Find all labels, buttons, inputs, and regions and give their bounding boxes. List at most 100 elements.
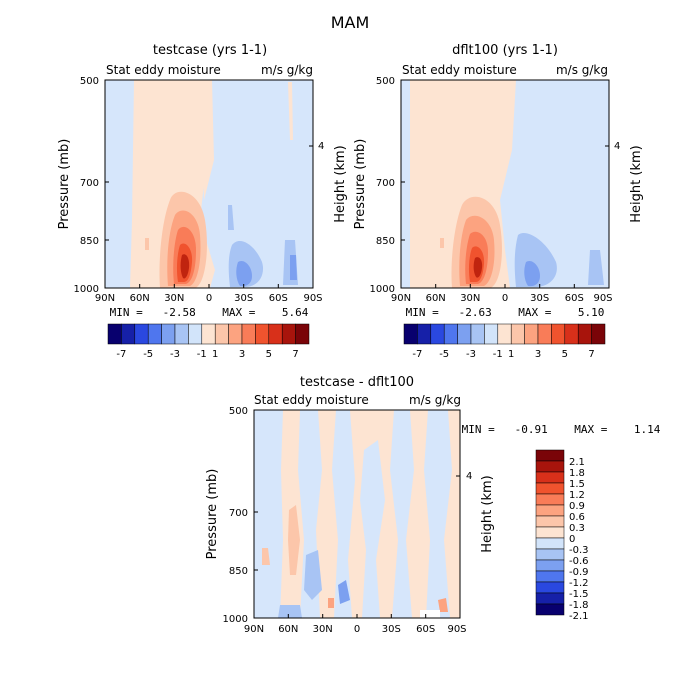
colorbar: 2.1 1.8 1.5 1.2 0.9 0.6 0.3 0 -0.3 -0.6 …	[535, 449, 589, 622]
colorbar-label: -7	[116, 349, 126, 360]
colorbar-label: 0.6	[569, 512, 585, 523]
stats-label: MIN = -2.58 MAX = 5.64	[110, 306, 309, 319]
x-tick-label: 60S	[416, 624, 435, 635]
y-tick-label: 500	[376, 76, 395, 87]
y-axis: 500 700 850 1000 Pressure (mb)	[205, 406, 258, 625]
x-tick-label: 0	[502, 293, 508, 304]
colorbar-swatch	[535, 460, 565, 473]
colorbar-swatch	[161, 323, 176, 345]
contour-field	[253, 409, 461, 619]
field-neg-1	[304, 550, 322, 600]
panel-dflt100: dflt100 (yrs 1-1) Stat eddy moisture m/s…	[353, 43, 644, 360]
y-tick-label: 1000	[74, 284, 99, 295]
stats-label: MIN = -2.63 MAX = 5.10	[406, 306, 605, 319]
colorbar-swatch	[524, 323, 539, 345]
colorbar-label: -1	[493, 349, 503, 360]
colorbar-swatch	[535, 537, 565, 550]
colorbar-label: -1	[197, 349, 207, 360]
x-tick-label: 30S	[382, 624, 401, 635]
x-axis: 90N 60N 30N 0 30S 60S 90S	[95, 284, 323, 304]
y-tick-label: 700	[80, 178, 99, 189]
colorbar-label: -3	[466, 349, 476, 360]
field-neg-band-5	[390, 410, 414, 618]
y-tick-label: 1000	[223, 614, 248, 625]
y2-axis-label: Height (km)	[333, 145, 348, 222]
x-tick-label: 60N	[130, 293, 150, 304]
panel-title: testcase (yrs 1-1)	[153, 43, 267, 58]
x-tick-label: 30S	[530, 293, 549, 304]
panel-right-label: m/s g/kg	[409, 393, 461, 407]
y2-axis: 4 Height (km)	[309, 141, 348, 223]
x-tick-label: 30N	[164, 293, 184, 304]
panel-left-label: Stat eddy moisture	[254, 393, 369, 407]
field-neg-band-6	[424, 410, 452, 618]
colorbar-swatch	[535, 515, 565, 528]
colorbar-label: 1	[212, 349, 218, 360]
y-tick-label: 500	[229, 406, 248, 417]
colorbar-swatch	[535, 482, 565, 495]
colorbar-swatch	[551, 323, 566, 345]
colorbar-swatch	[535, 493, 565, 506]
field-neg-1	[228, 205, 234, 230]
y-axis: 500 700 850 1000 Pressure (mb)	[353, 76, 405, 295]
colorbar-label: 1	[508, 349, 514, 360]
stats-label: MIN = -0.91 MAX = 1.14	[462, 423, 661, 436]
field-blob	[145, 238, 149, 250]
field-max	[473, 257, 483, 278]
field-neg-5	[290, 255, 297, 280]
field-neg-band-3	[332, 410, 355, 618]
colorbar-swatch	[228, 323, 243, 345]
y-tick-label: 1000	[370, 284, 395, 295]
colorbar-label: -3	[170, 349, 180, 360]
field-band-positive-small	[288, 82, 293, 140]
panel-difference: testcase - dflt100 Stat eddy moisture m/…	[205, 375, 661, 635]
colorbar-swatch	[535, 471, 565, 484]
y2-axis-label: Height (km)	[480, 475, 495, 552]
colorbar-swatch	[470, 323, 485, 345]
colorbar-swatch	[281, 323, 296, 345]
colorbar-label: -7	[412, 349, 422, 360]
x-tick-label: 30N	[313, 624, 333, 635]
panel-right-label: m/s g/kg	[261, 63, 313, 77]
colorbar-label: 1.2	[569, 490, 585, 501]
x-tick-label: 30N	[460, 293, 480, 304]
y-tick-label: 500	[80, 76, 99, 87]
colorbar-swatch	[497, 323, 512, 345]
y-axis-label: Pressure (mb)	[205, 469, 220, 560]
x-tick-label: 90N	[95, 293, 115, 304]
panel-title: testcase - dflt100	[300, 375, 414, 390]
y2-tick-label: 4	[614, 141, 620, 152]
figure-title: MAM	[331, 13, 370, 32]
colorbar-swatch	[147, 323, 162, 345]
field-neg-3	[524, 260, 540, 287]
y2-tick-label: 4	[466, 471, 472, 482]
colorbar-label: 7	[292, 349, 298, 360]
x-tick-label: 60N	[278, 624, 298, 635]
colorbar-label: 7	[588, 349, 594, 360]
field-pos-3	[328, 598, 334, 608]
colorbar-swatch	[201, 323, 216, 345]
colorbar-swatch	[403, 323, 418, 345]
x-tick-label: 90N	[244, 624, 264, 635]
colorbar-swatch	[430, 323, 445, 345]
colorbar-swatch	[457, 323, 472, 345]
colorbar-label: 5	[562, 349, 568, 360]
field-band-positive-upper	[200, 80, 214, 200]
field-pos-4	[438, 598, 448, 612]
colorbar-swatch	[537, 323, 552, 345]
colorbar-swatch	[255, 323, 270, 345]
x-tick-label: 90N	[391, 293, 411, 304]
colorbar-label: 0.9	[569, 501, 585, 512]
y2-axis: 4 Height (km)	[605, 141, 644, 223]
field-neg-3	[236, 260, 252, 287]
colorbar-label: -1.5	[569, 589, 589, 600]
x-tick-label: 90S	[447, 624, 466, 635]
colorbar-label: -0.3	[569, 545, 589, 556]
colorbar-swatch	[535, 504, 565, 517]
colorbar-label: -0.9	[569, 567, 589, 578]
colorbar-swatch	[417, 323, 432, 345]
colorbar-swatch	[188, 323, 203, 345]
colorbar-swatch	[535, 559, 565, 572]
colorbar-label: 1.5	[569, 479, 585, 490]
y-tick-label: 700	[376, 178, 395, 189]
